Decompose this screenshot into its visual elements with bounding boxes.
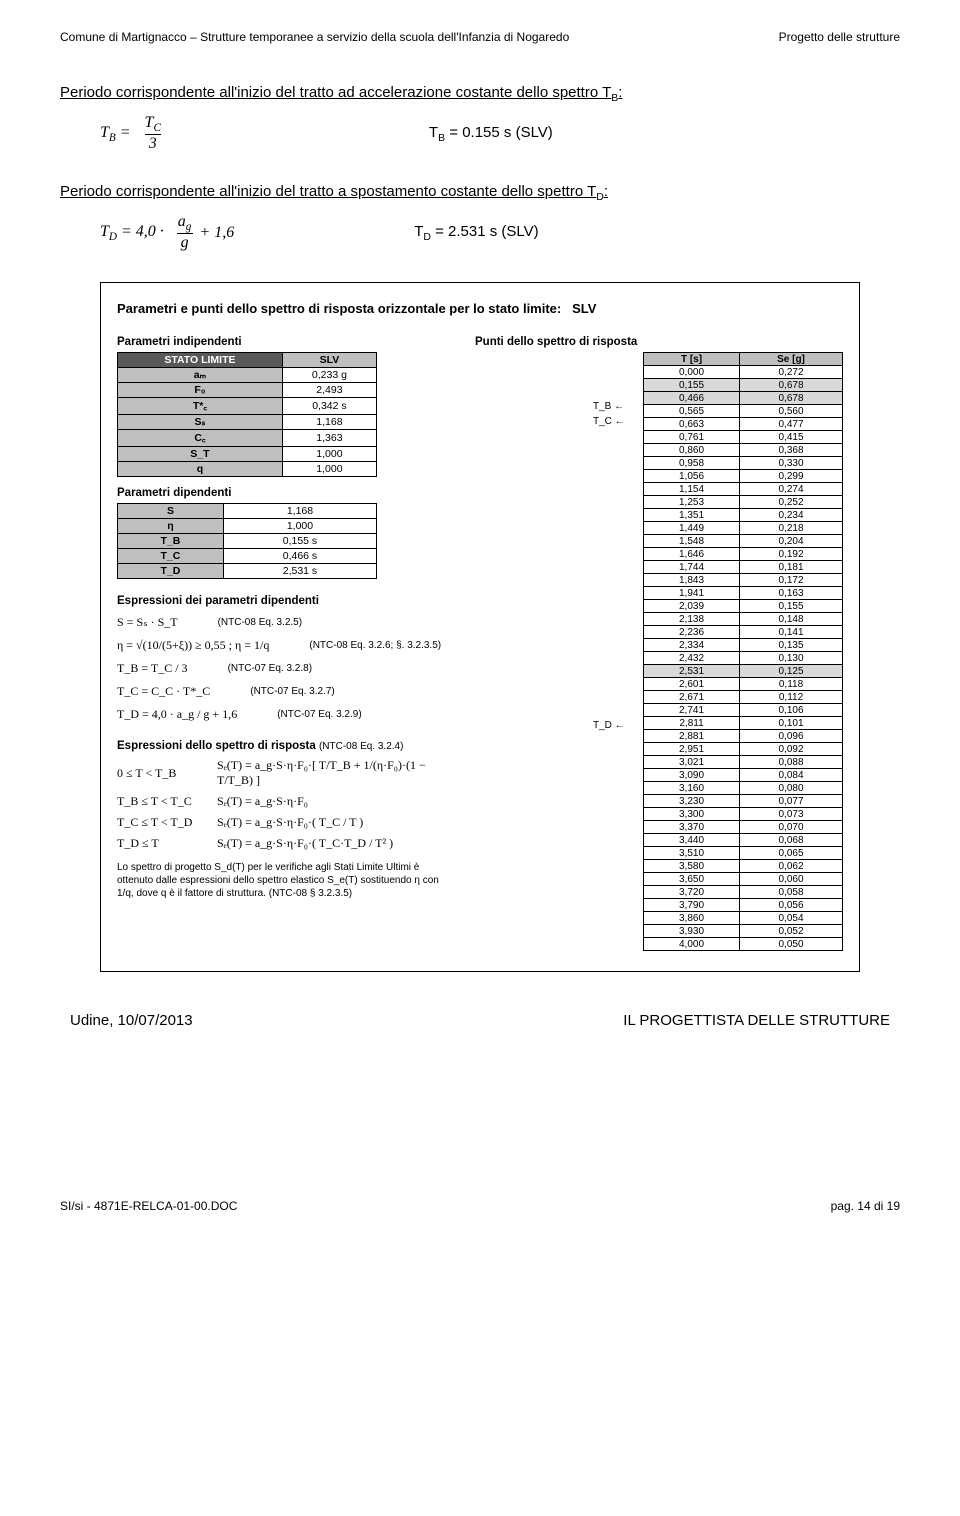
spectrum-row: 4,0000,050 — [644, 938, 843, 951]
spectrum-row: 2,2360,141 — [644, 626, 843, 639]
table-dip: S1,168η1,000T_B0,155 sT_C0,466 sT_D2,531… — [117, 503, 377, 579]
spectrum-row: 3,0900,084 — [644, 769, 843, 782]
section1-title: Periodo corrispondente all'inizio del tr… — [60, 84, 900, 104]
header-left: Comune di Martignacco – Strutture tempor… — [60, 30, 569, 44]
piecewise-row: T_C ≤ T < T_DSₑ(T) = a_g·S·η·F₀·( T_C / … — [117, 815, 457, 830]
spectrum-row: 1,7440,181 — [644, 561, 843, 574]
spectrum-row: 1,8430,172 — [644, 574, 843, 587]
table-indip: STATO LIMITESLV aₘ0,233 gF₀2,493T*꜀0,342… — [117, 352, 377, 477]
spectrum-row: 1,3510,234 — [644, 509, 843, 522]
spectrum-row: 0,0000,272 — [644, 366, 843, 379]
spectrum-row: 3,7200,058 — [644, 886, 843, 899]
spectrum-row: 2,6010,118 — [644, 678, 843, 691]
spectrum-row: 2,9510,092 — [644, 743, 843, 756]
parameters-box: Parametri e punti dello spettro di rispo… — [100, 282, 860, 972]
spectrum-row: 1,9410,163 — [644, 587, 843, 600]
spectrum-row: 3,5800,062 — [644, 860, 843, 873]
h-dip: Parametri dipendenti — [117, 487, 457, 499]
spectrum-row: 2,4320,130 — [644, 652, 843, 665]
marker-TD: T_D ← — [593, 720, 625, 731]
spectrum-row: 0,9580,330 — [644, 457, 843, 470]
spectrum-row: 3,4400,068 — [644, 834, 843, 847]
table-spectrum: T [s]Se [g] 0,0000,2720,1550,6780,4660,6… — [643, 352, 843, 951]
spectrum-row: 3,5100,065 — [644, 847, 843, 860]
piecewise-row: 0 ≤ T < T_BSₑ(T) = a_g·S·η·F₀·[ T/T_B + … — [117, 758, 457, 788]
spectrum-row: 3,6500,060 — [644, 873, 843, 886]
spectrum-row: 0,4660,678 — [644, 392, 843, 405]
spectrum-row: 1,4490,218 — [644, 522, 843, 535]
expr-row: T_C = C_C · T*_C(NTC-07 Eq. 3.2.7) — [117, 684, 457, 699]
spectrum-row: 1,0560,299 — [644, 470, 843, 483]
expr-row: T_D = 4,0 · a_g / g + 1,6(NTC-07 Eq. 3.2… — [117, 707, 457, 722]
closing-date: Udine, 10/07/2013 — [70, 1012, 193, 1029]
expr-row: S = Sₛ · S_T(NTC-08 Eq. 3.2.5) — [117, 615, 457, 630]
spectrum-row: 3,3000,073 — [644, 808, 843, 821]
piecewise-row: T_B ≤ T < T_CSₑ(T) = a_g·S·η·F₀ — [117, 794, 457, 809]
spectrum-row: 2,8110,101 — [644, 717, 843, 730]
footnote: Lo spettro di progetto S_d(T) per le ver… — [117, 861, 447, 900]
spectrum-row: 0,5650,560 — [644, 405, 843, 418]
spectrum-row: 3,7900,056 — [644, 899, 843, 912]
formula-td: TD = 4,0 · ag g + 1,6 TD = 2.531 s (SLV) — [100, 213, 900, 252]
h-expr-risp: Espressioni dello spettro di risposta (N… — [117, 740, 457, 752]
section2-title: Periodo corrispondente all'inizio del tr… — [60, 183, 900, 203]
spectrum-row: 3,0210,088 — [644, 756, 843, 769]
spectrum-row: 3,2300,077 — [644, 795, 843, 808]
spectrum-row: 0,7610,415 — [644, 431, 843, 444]
spectrum-row: 2,3340,135 — [644, 639, 843, 652]
spectrum-row: 3,1600,080 — [644, 782, 843, 795]
spectrum-row: 2,0390,155 — [644, 600, 843, 613]
spectrum-row: 2,5310,125 — [644, 665, 843, 678]
closing-signature: IL PROGETTISTA DELLE STRUTTURE — [623, 1012, 890, 1029]
marker-TC: T_C ← — [593, 416, 625, 427]
spectrum-row: 3,9300,052 — [644, 925, 843, 938]
spectrum-row: 3,3700,070 — [644, 821, 843, 834]
spectrum-row: 1,6460,192 — [644, 548, 843, 561]
formula-tb: TB = TC 3 TB = 0.155 s (SLV) — [100, 114, 900, 153]
expr-row: T_B = T_C / 3(NTC-07 Eq. 3.2.8) — [117, 661, 457, 676]
spectrum-row: 1,5480,204 — [644, 535, 843, 548]
h-indip: Parametri indipendenti — [117, 336, 457, 348]
marker-TB: T_B ← — [593, 401, 624, 412]
spectrum-row: 2,8810,096 — [644, 730, 843, 743]
spectrum-row: 0,8600,368 — [644, 444, 843, 457]
expr-row: η = √(10/(5+ξ)) ≥ 0,55 ; η = 1/q(NTC-08 … — [117, 638, 457, 653]
spectrum-row: 2,7410,106 — [644, 704, 843, 717]
footer-doc: SI/si - 4871E-RELCA-01-00.DOC — [60, 1199, 237, 1213]
footer-page: pag. 14 di 19 — [831, 1199, 900, 1213]
spectrum-row: 0,1550,678 — [644, 379, 843, 392]
spectrum-row: 1,1540,274 — [644, 483, 843, 496]
spectrum-row: 2,6710,112 — [644, 691, 843, 704]
spectrum-row: 3,8600,054 — [644, 912, 843, 925]
spectrum-row: 1,2530,252 — [644, 496, 843, 509]
header-right: Progetto delle strutture — [779, 30, 900, 44]
spectrum-row: 0,6630,477 — [644, 418, 843, 431]
h-spectrum: Punti dello spettro di risposta — [475, 336, 843, 348]
h-expr-dip: Espressioni dei parametri dipendenti — [117, 595, 457, 607]
spectrum-row: 2,1380,148 — [644, 613, 843, 626]
piecewise-row: T_D ≤ TSₑ(T) = a_g·S·η·F₀·( T_C·T_D / T²… — [117, 836, 457, 851]
